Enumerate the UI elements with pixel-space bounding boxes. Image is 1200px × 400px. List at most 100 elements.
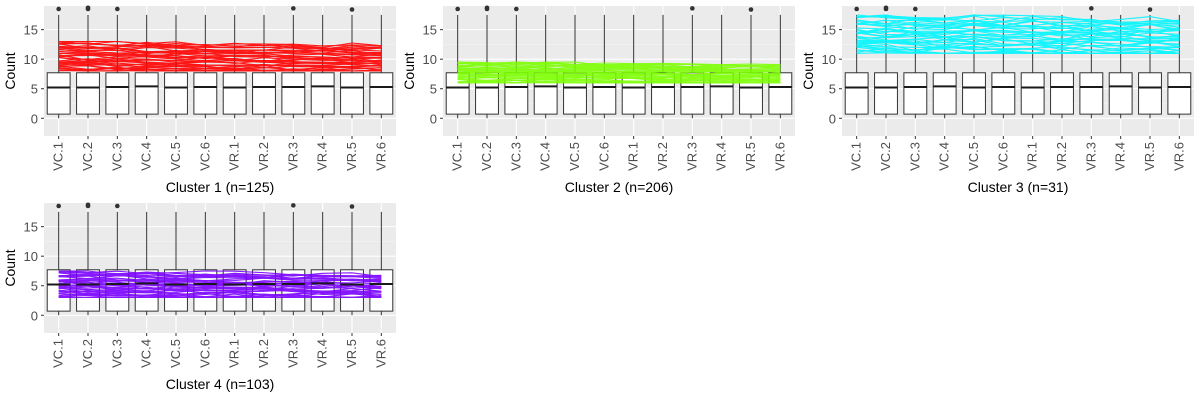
outlier-point	[1089, 6, 1094, 11]
y-tick-label: 5	[430, 82, 437, 97]
outlier-point	[291, 203, 296, 208]
profile-line	[58, 45, 382, 54]
y-tick-label: 10	[822, 52, 836, 67]
outlier-point	[56, 203, 61, 209]
x-tick-label: VR.6	[373, 142, 388, 171]
y-tick-label: 0	[31, 308, 38, 323]
profile-line	[58, 52, 382, 60]
box	[1138, 72, 1162, 115]
panel-4: 0 5 10 15 VC.1 VC.2 VC.3 VC.4 VC.5 VC.6 VR.1 VR.2 VR…	[2, 202, 396, 392]
outlier-point	[85, 202, 91, 208]
x-tick-label: VR.4	[714, 142, 729, 171]
x-tick-label: VR.6	[373, 339, 388, 368]
profile-line	[58, 270, 382, 278]
box	[1079, 72, 1104, 115]
x-tick-label: VC.1	[51, 142, 66, 171]
box	[252, 72, 276, 115]
profile-line	[856, 35, 1180, 48]
profile-line	[856, 27, 1180, 37]
x-tick-label: VR.3	[285, 142, 300, 171]
profile-line	[457, 71, 781, 78]
y-axis-title: Count	[800, 52, 816, 89]
x-tick-label: VC.5	[966, 142, 981, 171]
box	[46, 72, 71, 115]
y-tick-label: 0	[430, 111, 437, 126]
x-axis-title: Cluster 4 (n=103)	[166, 376, 275, 392]
box	[475, 72, 499, 115]
panel-1: 0 5 10 15 VC.1 VC.2 VC.3 VC.4 VC.5 VC.6 VR.1 VR.2 VR…	[2, 5, 396, 195]
x-axis-title: Cluster 2 (n=206)	[565, 179, 674, 195]
x-tick-label: VC.6	[596, 142, 611, 171]
x-tick-label: VR.3	[684, 142, 699, 171]
profile-line	[58, 41, 382, 50]
profile-lines	[457, 61, 781, 84]
outlier-point	[115, 203, 120, 209]
y-tick-label: 10	[423, 52, 437, 67]
x-tick-label: VR.1	[227, 339, 242, 368]
x-tick-label: VR.4	[315, 339, 330, 368]
x-tick-label: VR.2	[655, 142, 670, 171]
x-tick-label: VR.1	[1025, 142, 1040, 171]
plot-background	[44, 203, 396, 333]
x-tick-label: VR.2	[256, 142, 271, 171]
profile-line	[856, 14, 1180, 23]
profile-line	[856, 28, 1180, 38]
profile-line	[58, 278, 382, 286]
box	[76, 72, 100, 115]
box	[105, 72, 130, 115]
box	[932, 72, 957, 115]
outlier-point	[913, 6, 918, 12]
profile-line	[856, 14, 1180, 25]
profile-lines	[856, 14, 1180, 54]
outlier-point	[115, 6, 120, 12]
box	[310, 72, 335, 115]
x-tick-label: VR.5	[344, 339, 359, 368]
profile-line	[856, 35, 1180, 45]
outlier-point	[854, 6, 859, 12]
x-tick-label: VC.4	[139, 339, 154, 368]
box	[962, 72, 986, 115]
x-tick-label: VR.6	[1171, 142, 1186, 171]
box	[193, 72, 218, 115]
profile-line	[856, 19, 1180, 31]
y-tick-label: 0	[31, 111, 38, 126]
y-tick-label: 15	[822, 23, 836, 38]
x-tick-label: VR.4	[1113, 142, 1128, 171]
x-tick-label: VR.5	[1142, 142, 1157, 171]
x-tick-label: VC.1	[51, 339, 66, 368]
outlier-point	[484, 5, 490, 11]
panel-3: 0 5 10 15 VC.1 VC.2 VC.3 VC.4 VC.5 VC.6 VR.1 VR.2 VR…	[800, 5, 1194, 195]
x-tick-label: VR.6	[772, 142, 787, 171]
outlier-point	[1147, 7, 1153, 12]
x-tick-label: VC.3	[907, 142, 922, 171]
profile-line	[856, 20, 1180, 33]
x-tick-label: VC.1	[450, 142, 465, 171]
x-tick-label: VC.2	[479, 142, 494, 171]
box	[164, 72, 188, 115]
x-tick-label: VC.4	[139, 142, 154, 171]
x-tick-label: VR.5	[743, 142, 758, 171]
box	[1020, 72, 1045, 115]
outlier-point	[56, 6, 61, 12]
profile-line	[58, 280, 382, 289]
y-tick-label: 10	[24, 249, 38, 264]
y-tick-label: 0	[829, 111, 836, 126]
profile-lines	[58, 40, 382, 72]
y-tick-label: 15	[423, 23, 437, 38]
outlier-point	[514, 6, 519, 12]
x-tick-label: VC.6	[995, 142, 1010, 171]
x-tick-label: VC.4	[937, 142, 952, 171]
outlier-point	[455, 6, 460, 12]
x-tick-label: VC.3	[109, 142, 124, 171]
x-tick-label: VR.1	[626, 142, 641, 171]
profile-line	[856, 28, 1180, 41]
outlier-point	[883, 5, 889, 11]
profile-line	[457, 61, 781, 66]
profile-line	[856, 27, 1180, 39]
x-axis-title: Cluster 3 (n=31)	[968, 179, 1069, 195]
outlier-point	[748, 7, 754, 12]
x-tick-label: VC.5	[168, 142, 183, 171]
box	[844, 72, 869, 115]
x-tick-label: VC.2	[80, 142, 95, 171]
x-tick-label: VR.4	[315, 142, 330, 171]
